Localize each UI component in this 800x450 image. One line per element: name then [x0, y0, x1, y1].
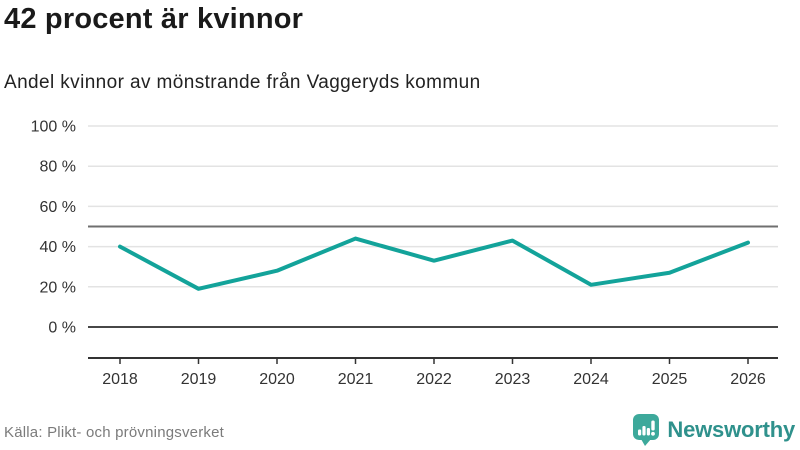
newsworthy-wordmark: Newsworthy	[667, 416, 795, 442]
y-axis-tick-label: 80 %	[40, 159, 76, 176]
x-axis-tick-label: 2020	[259, 371, 295, 388]
page-title: 42 procent är kvinnor	[4, 3, 304, 35]
x-axis-tick-label: 2025	[652, 371, 688, 388]
y-axis-tick-label: 60 %	[40, 199, 76, 216]
chart-subtitle: Andel kvinnor av mönstrande från Vaggery…	[4, 72, 481, 93]
x-axis-tick-label: 2018	[102, 371, 138, 388]
data-line	[118, 236, 750, 291]
source-text: Källa: Plikt- och prövningsverket	[4, 424, 225, 441]
logo-bar-1	[638, 429, 642, 436]
y-axis-tick-label: 0 %	[48, 320, 76, 337]
x-axis-tick-label: 2026	[730, 371, 766, 388]
logo-bar-3	[647, 428, 651, 436]
x-axis-tick-label: 2024	[573, 371, 609, 388]
x-axis-tick-label: 2019	[181, 371, 217, 388]
line-chart: 0 % 20 % 40 % 60 % 80 % 100 % 2018 2019 2020 2021…	[31, 119, 778, 388]
y-axis-tick-label: 20 %	[40, 279, 76, 296]
newsworthy-logo-icon	[633, 414, 660, 446]
x-axis-tick-label: 2022	[416, 371, 452, 388]
y-axis-tick-label: 40 %	[40, 239, 76, 256]
newsworthy-logo: Newsworthy	[632, 413, 795, 446]
x-axis-tick-label: 2023	[495, 371, 531, 388]
logo-bar-2	[642, 426, 647, 436]
x-axis-tick-label: 2021	[338, 371, 374, 388]
logo-exclamation-bar	[651, 420, 656, 431]
logo-exclamation-dot	[651, 431, 656, 436]
y-axis-tick-label: 100 %	[31, 119, 76, 136]
